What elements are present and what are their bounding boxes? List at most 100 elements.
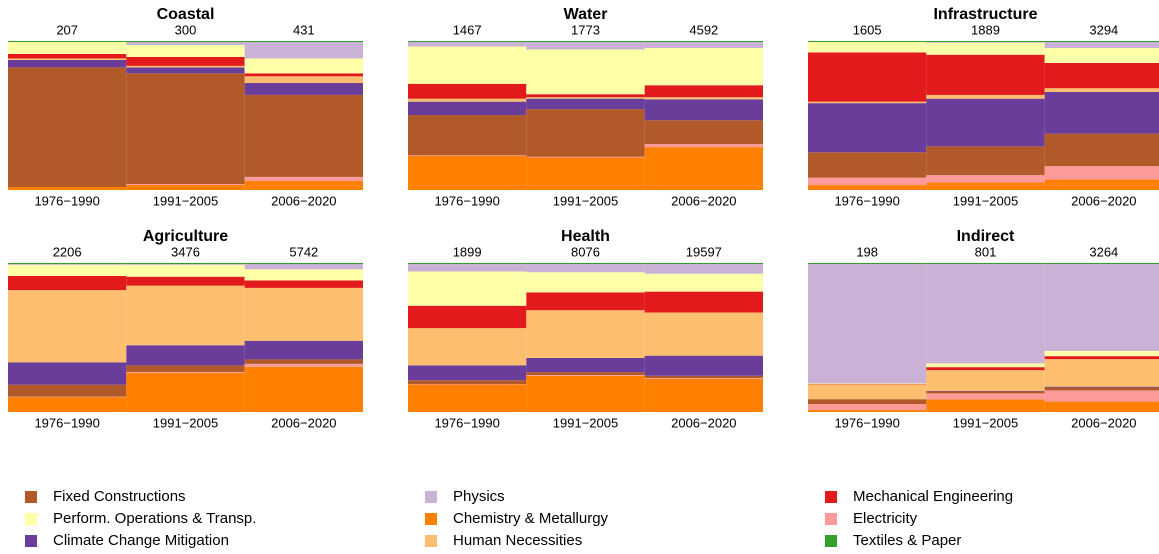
panel-title: Indirect: [957, 228, 1015, 245]
bar-segment: [1044, 350, 1159, 357]
bar-segment: [1044, 62, 1159, 89]
bar-segment: [926, 393, 1045, 400]
bar-segment: [526, 272, 645, 293]
bar-segment: [526, 372, 645, 376]
bar-segment: [926, 42, 1045, 55]
bar-segment: [644, 291, 763, 313]
total-label: 801: [975, 244, 997, 259]
bar-segment: [8, 187, 127, 190]
total-label: 431: [293, 22, 315, 37]
bar-segment: [1044, 41, 1159, 43]
bar-segment: [926, 146, 1045, 176]
bar-segment: [644, 263, 763, 265]
bar-segment: [408, 98, 527, 102]
bar-segment: [526, 94, 645, 98]
bar-segment: [244, 76, 363, 84]
bar-segment: [408, 115, 527, 156]
bar-segment: [408, 41, 527, 43]
bar-segment: [126, 41, 245, 43]
panel-title: Infrastructure: [933, 6, 1037, 23]
bar-segment: [808, 101, 927, 104]
bar-segment: [926, 54, 1045, 95]
bar-segment: [8, 264, 127, 265]
x-tick-label: 1991−2005: [553, 193, 618, 208]
legend-label: Textiles & Paper: [853, 532, 961, 549]
bar-segment: [1044, 356, 1159, 360]
bar-segment: [8, 53, 127, 59]
bar-segment: [644, 144, 763, 148]
total-label: 1899: [453, 244, 482, 259]
x-tick-label: 2006−2020: [271, 415, 336, 430]
bar-segment: [126, 73, 245, 185]
bar-segment: [126, 285, 245, 346]
bar-segment: [408, 263, 527, 265]
bar-segment: [808, 410, 927, 412]
bar-segment: [244, 94, 363, 177]
bar-segment: [1044, 359, 1159, 387]
x-tick-label: 1976−1990: [834, 193, 899, 208]
bar-segment: [126, 42, 245, 46]
bar-segment: [126, 67, 245, 74]
bar-segment: [1044, 263, 1159, 265]
bar-segment: [244, 264, 363, 270]
bar-segment: [8, 362, 127, 385]
bar-segment: [408, 83, 527, 99]
x-tick-label: 1976−1990: [34, 193, 99, 208]
x-tick-label: 1991−2005: [553, 415, 618, 430]
bar-segment: [1044, 179, 1159, 190]
bar-segment: [8, 263, 127, 265]
bar-segment: [644, 99, 763, 121]
bar-segment: [926, 94, 1045, 99]
bar-segment: [644, 42, 763, 49]
bar-segment: [408, 271, 527, 306]
bar-segment: [244, 41, 363, 43]
x-tick-label: 1976−1990: [834, 415, 899, 430]
bar-segment: [808, 103, 927, 153]
total-label: 1467: [453, 22, 482, 37]
bar-segment: [8, 59, 127, 68]
bar-segment: [526, 263, 645, 265]
bar-segment: [244, 359, 363, 364]
bar-segment: [808, 399, 927, 405]
bar-segment: [126, 264, 245, 277]
bar-segment: [126, 56, 245, 66]
bar-segment: [1044, 88, 1159, 92]
legend-swatch: [25, 535, 37, 547]
bar-segment: [526, 109, 645, 157]
bar-segment: [408, 328, 527, 366]
bar-segment: [644, 147, 763, 190]
bar-segment: [126, 65, 245, 68]
bar-segment: [244, 42, 363, 59]
bar-segment: [644, 375, 763, 379]
bar-segment: [526, 310, 645, 358]
panel-title: Health: [561, 228, 610, 245]
x-tick-label: 2006−2020: [1071, 415, 1136, 430]
bar-segment: [526, 157, 645, 190]
bar-segment: [926, 367, 1045, 371]
bar-segment: [808, 152, 927, 178]
bar-segment: [244, 58, 363, 74]
bar-segment: [644, 264, 763, 274]
bar-segment: [126, 264, 245, 265]
bar-segment: [644, 48, 763, 86]
bar-segment: [526, 375, 645, 376]
legend-label: Electricity: [853, 510, 918, 527]
bar-segment: [808, 264, 927, 384]
bar-segment: [926, 175, 1045, 183]
legend-label: Fixed Constructions: [53, 488, 186, 505]
panel-title: Water: [564, 6, 608, 23]
total-label: 19597: [686, 244, 722, 259]
x-tick-label: 1991−2005: [953, 415, 1018, 430]
total-label: 207: [56, 22, 78, 37]
x-tick-label: 2006−2020: [671, 193, 736, 208]
x-tick-label: 1976−1990: [34, 415, 99, 430]
bar-segment: [408, 46, 527, 84]
legend-label: Climate Change Mitigation: [53, 532, 229, 549]
legend-swatch: [25, 491, 37, 503]
bar-segment: [1044, 387, 1159, 391]
bar-segment: [808, 42, 927, 53]
legend-swatch: [825, 491, 837, 503]
total-label: 300: [175, 22, 197, 37]
bar-segment: [8, 384, 127, 397]
bar-segment: [526, 375, 645, 412]
